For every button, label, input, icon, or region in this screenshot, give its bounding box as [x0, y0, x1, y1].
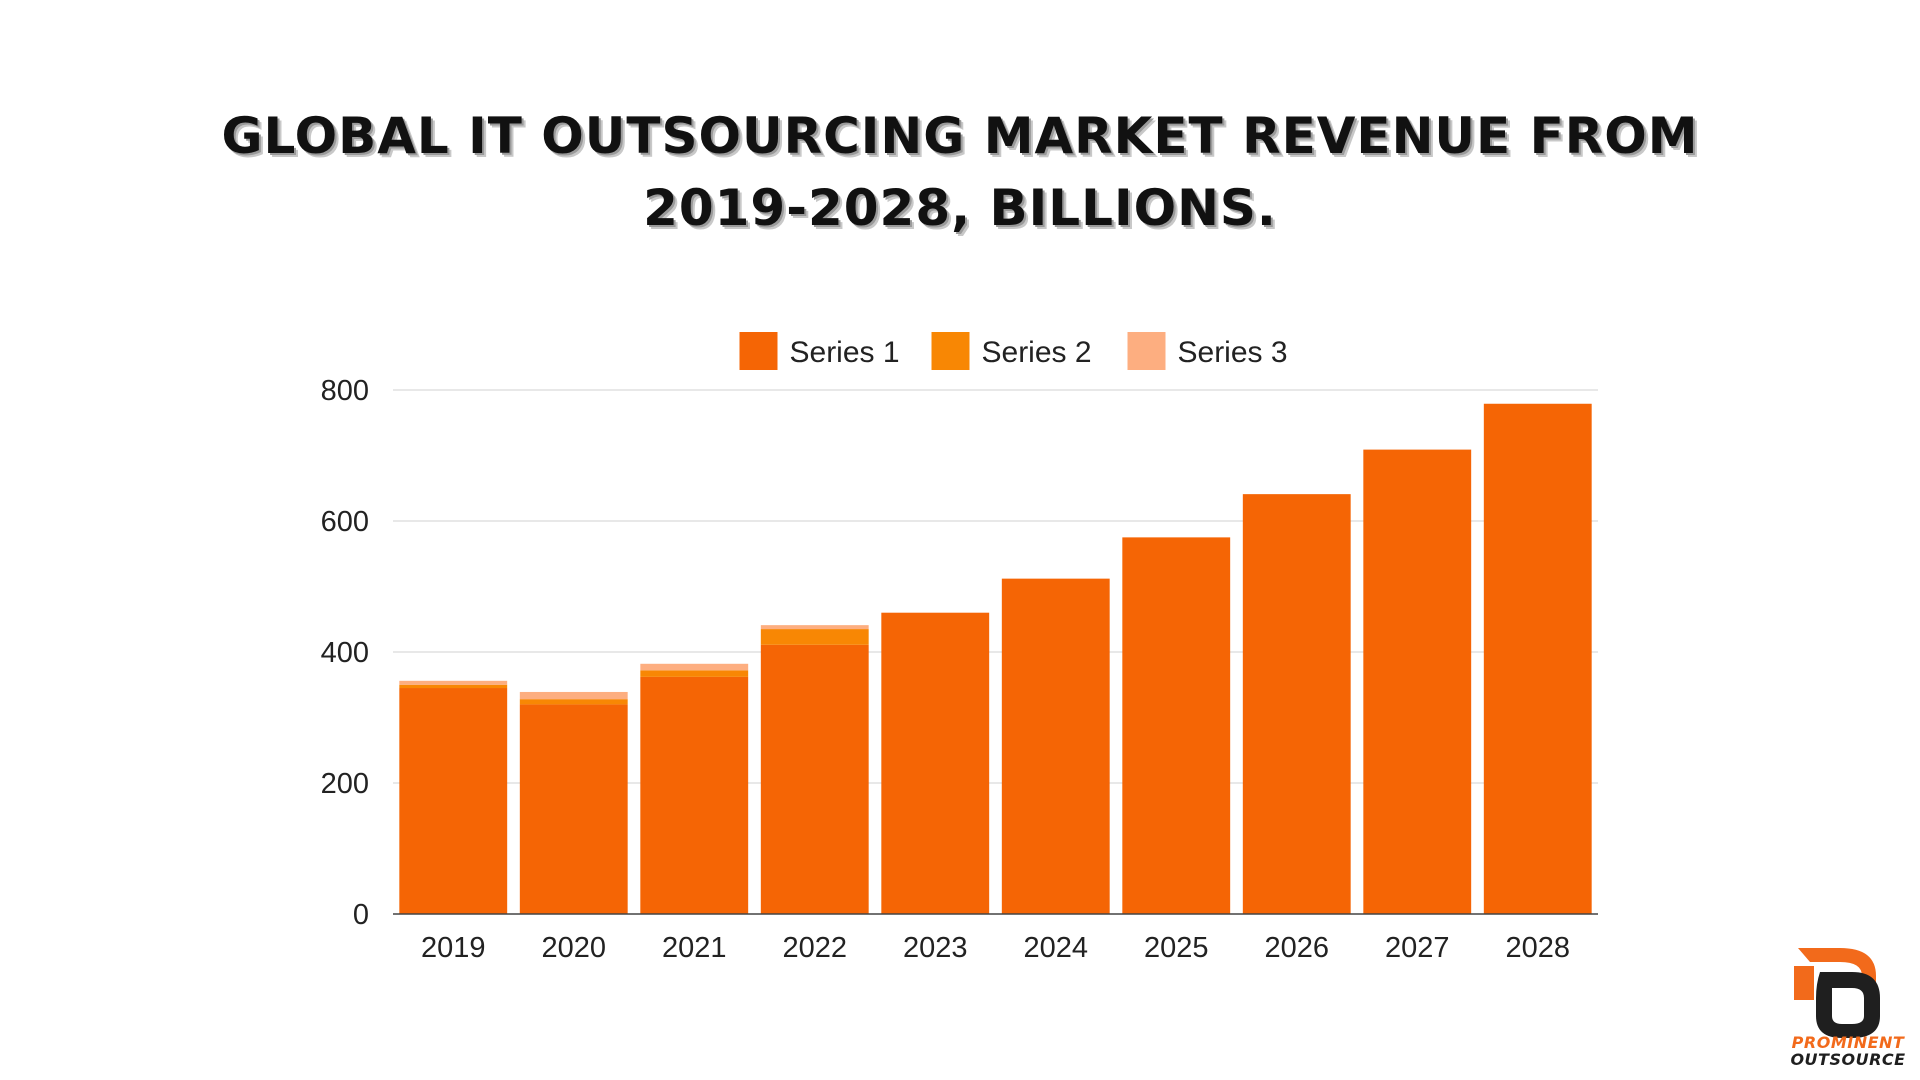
x-tick-label: 2019 [421, 932, 486, 964]
bar-2023-series-1 [881, 612, 990, 914]
bar-2022-series-2 [760, 629, 869, 645]
bar-2019-series-1 [399, 688, 508, 914]
chart-title: GLOBAL IT OUTSOURCING MARKET REVENUE FRO… [0, 100, 1920, 244]
bar-2020-series-3 [519, 691, 628, 700]
bars [399, 403, 1592, 914]
bar-2021-series-3 [640, 663, 749, 671]
legend-swatch-series-3 [1127, 332, 1166, 370]
y-tick-label: 800 [321, 375, 369, 407]
chart-title-line-1: GLOBAL IT OUTSOURCING MARKET REVENUE FRO… [221, 107, 1699, 165]
logo-line-2: OUTSOURCE [1790, 1050, 1906, 1069]
x-tick-label: 2026 [1264, 932, 1329, 964]
legend-swatch-series-1 [739, 332, 778, 370]
logo-line-1: PROMINENT [1791, 1033, 1905, 1052]
logo-wordmark: PROMINENT OUTSOURCE [1778, 1034, 1918, 1068]
y-tick-label: 400 [321, 637, 369, 669]
legend-swatch-series-2 [931, 332, 970, 370]
x-tick-label: 2028 [1505, 932, 1570, 964]
legend-label-series-1: Series 1 [790, 336, 900, 369]
bar-2020-series-2 [519, 699, 628, 705]
bar-2027-series-1 [1363, 449, 1472, 914]
axes: 0 200 400 600 800 2019 2020 2021 2022 2023 2024 202… [321, 375, 1598, 964]
legend: Series 1 Series 2 Series 3 [739, 332, 1288, 370]
x-tick-label: 2020 [541, 932, 606, 964]
chart-title-line-2: 2019-2028, BILLIONS. [643, 179, 1277, 237]
legend-label-series-3: Series 3 [1178, 336, 1288, 369]
x-tick-label: 2024 [1023, 932, 1088, 964]
bar-2024-series-1 [1001, 578, 1110, 914]
bar-2021-series-2 [640, 670, 749, 677]
bar-2026-series-1 [1242, 494, 1351, 914]
y-tick-label: 0 [353, 899, 369, 931]
y-tick-label: 600 [321, 506, 369, 538]
bar-2022-series-1 [760, 644, 869, 914]
prominent-outsource-logo-icon [1794, 948, 1880, 1038]
x-tick-label: 2023 [903, 932, 968, 964]
bar-2021-series-1 [640, 676, 749, 914]
y-tick-label: 200 [321, 768, 369, 800]
bar-2022-series-3 [760, 625, 869, 630]
x-tick-label: 2027 [1385, 932, 1450, 964]
bar-2020-series-1 [519, 704, 628, 914]
bar-2025-series-1 [1122, 537, 1231, 914]
legend-label-series-2: Series 2 [982, 336, 1092, 369]
bar-2019-series-3 [399, 680, 508, 685]
bar-2028-series-1 [1483, 403, 1592, 914]
bar-2019-series-2 [399, 684, 508, 689]
x-tick-label: 2021 [662, 932, 727, 964]
x-tick-label: 2025 [1144, 932, 1209, 964]
x-tick-label: 2022 [782, 932, 847, 964]
